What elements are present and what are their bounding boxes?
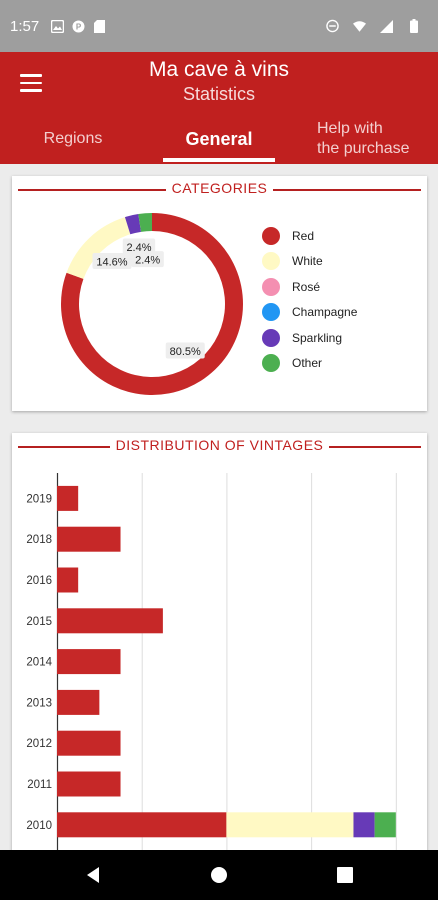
- bar-2010-red: [57, 812, 227, 838]
- y-tick-label: 2012: [26, 738, 52, 750]
- photo-icon: [51, 19, 65, 33]
- legend-label-champagne: Champagne: [292, 305, 358, 320]
- recents-icon[interactable]: [332, 862, 358, 888]
- legend-label-sparkling: Sparkling: [292, 330, 343, 345]
- bar-2012-red: [57, 730, 121, 756]
- legend-dot-red: [262, 226, 280, 245]
- svg-text:80.5%: 80.5%: [170, 346, 201, 358]
- tab-bar: Regions General Help with the purchase: [0, 114, 438, 164]
- donut-slice-sparkling: [124, 214, 142, 235]
- donut-label-red: 80.5%: [165, 342, 205, 359]
- battery-icon: [407, 19, 420, 33]
- legend-dot-rose: [262, 277, 280, 296]
- tab-help-purchase[interactable]: Help with the purchase: [290, 114, 438, 164]
- sd-card-icon: [93, 19, 106, 33]
- categories-donut-chart: 80.5% 14.6% 2.4%2.4%: [60, 213, 243, 395]
- tab-regions[interactable]: Regions: [43, 130, 103, 147]
- svg-text:2.4%: 2.4%: [135, 255, 160, 267]
- legend-item-white: White: [262, 249, 357, 275]
- app-bar: Ma cave à vins Statistics Regions Genera…: [0, 52, 438, 164]
- tab-help-line1: Help with: [317, 120, 383, 137]
- legend-label-white: White: [292, 254, 323, 269]
- status-time: 1:57: [10, 17, 40, 35]
- y-tick-label: 2013: [26, 697, 52, 709]
- bar-2010-other: [374, 812, 396, 838]
- navigation-bar: [0, 850, 438, 900]
- legend-item-champagne: Champagne: [262, 300, 357, 326]
- legend-label-red: Red: [292, 228, 315, 243]
- donut-slice-white: [66, 217, 131, 279]
- status-bar: 1:57 P: [0, 0, 438, 52]
- app-subtitle: Statistics: [182, 84, 256, 104]
- legend-label-rose: Rosé: [292, 279, 321, 294]
- svg-text:14.6%: 14.6%: [96, 257, 127, 269]
- y-tick-label: 2019: [26, 493, 52, 505]
- legend-dot-champagne: [262, 303, 280, 322]
- tab-help-line2: the purchase: [317, 140, 410, 157]
- tab-indicator: [163, 158, 275, 162]
- y-tick-label: 2016: [26, 575, 52, 587]
- signal-icon: [380, 19, 393, 33]
- legend-dot-other: [262, 354, 280, 373]
- tab-general[interactable]: General: [185, 128, 253, 149]
- y-tick-label: 2015: [26, 616, 52, 628]
- y-tick-label: 2014: [26, 657, 52, 669]
- donut-label-white: 14.6%: [92, 253, 132, 270]
- back-icon[interactable]: [80, 862, 106, 888]
- y-tick-label: 2011: [27, 779, 52, 791]
- bar-2010-white: [226, 812, 354, 838]
- categories-title: CATEGORIES: [165, 180, 274, 196]
- vintages-card: DISTRIBUTION OF VINTAGES 2019 2018 2016 201…: [12, 433, 427, 863]
- bar-2015-red: [57, 608, 163, 634]
- svg-text:P: P: [76, 22, 82, 31]
- legend-item-sparkling: Sparkling: [262, 325, 357, 351]
- legend-dot-sparkling: [262, 328, 280, 347]
- bar-2019-red: [57, 485, 79, 511]
- bar-2014-red: [57, 649, 121, 675]
- bar-2011-red: [57, 771, 121, 797]
- vintages-title: DISTRIBUTION OF VINTAGES: [109, 437, 330, 453]
- donut-label-other: 2.4%: [131, 251, 164, 268]
- vintages-bar-chart: 2019 2018 2016 2015 2014 2013 2012 2011 2010: [26, 473, 397, 863]
- categories-header: CATEGORIES: [12, 176, 427, 202]
- home-icon[interactable]: [206, 862, 232, 888]
- donut-label-sparkling: 2.4%: [122, 238, 156, 255]
- legend-item-rose: Rosé: [262, 274, 357, 300]
- dnd-icon: [326, 19, 339, 33]
- legend-item-other: Other: [262, 351, 357, 377]
- svg-text:2.4%: 2.4%: [126, 242, 151, 254]
- bar-2016-red: [57, 567, 79, 593]
- legend-dot-white: [262, 252, 280, 271]
- vintages-header: DISTRIBUTION OF VINTAGES: [12, 433, 427, 459]
- bar-2010-sparkling: [353, 812, 375, 838]
- categories-legend: Red White Rosé Champagne Sparkling Other: [262, 223, 357, 376]
- legend-label-other: Other: [292, 356, 323, 371]
- bar-2013-red: [57, 689, 100, 715]
- donut-slice-other: [138, 213, 152, 232]
- legend-item-red: Red: [262, 223, 357, 249]
- wifi-icon: [353, 20, 366, 33]
- app-title: Ma cave à vins: [148, 58, 290, 81]
- y-tick-label: 2010: [26, 820, 52, 832]
- pocket-icon: P: [72, 20, 85, 33]
- bar-2018-red: [57, 526, 121, 552]
- menu-icon[interactable]: [20, 74, 42, 92]
- categories-card: CATEGORIES 80.5% 14.6% 2.4% 2.4% Red White Ro…: [12, 176, 427, 411]
- y-tick-label: 2018: [26, 534, 52, 546]
